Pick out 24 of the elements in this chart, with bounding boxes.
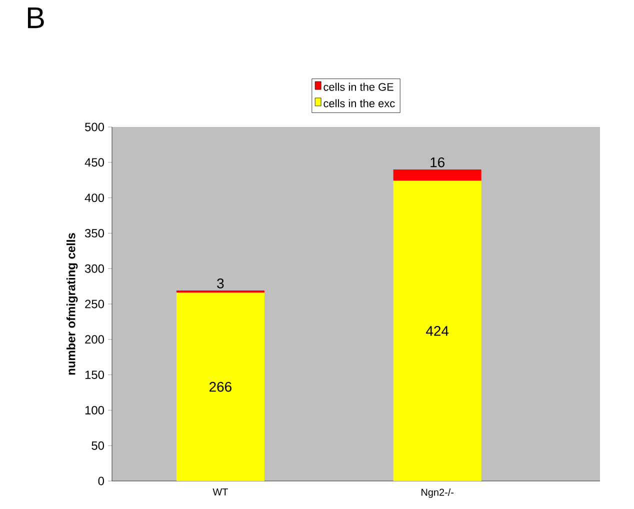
y-tick-label: 0 bbox=[98, 476, 104, 486]
y-tick-label: 300 bbox=[84, 264, 104, 273]
y-tick-label: 100 bbox=[85, 406, 104, 414]
y-tick-label: 350 bbox=[84, 228, 104, 238]
x-tick-label: Ngn2-/- bbox=[422, 488, 454, 498]
data-label: 3 bbox=[217, 278, 224, 288]
data-label: 266 bbox=[210, 382, 232, 392]
chart-title: B bbox=[28, 8, 44, 28]
bar bbox=[176, 292, 264, 481]
y-tick-label: 50 bbox=[92, 441, 104, 450]
data-label: 16 bbox=[430, 157, 444, 168]
bar bbox=[393, 169, 482, 181]
y-tick-label: 450 bbox=[84, 158, 104, 167]
x-tick-label: WT bbox=[212, 488, 228, 496]
legend-label: cells in the GE bbox=[324, 82, 394, 91]
y-tick-label: 400 bbox=[84, 194, 104, 202]
y-tick-label: 200 bbox=[85, 335, 104, 344]
data-label: 424 bbox=[426, 326, 449, 336]
y-tick-label: 150 bbox=[85, 370, 104, 380]
y-tick-label: 250 bbox=[85, 300, 104, 308]
y-axis-title: number ofmigrating cells bbox=[66, 233, 78, 375]
legend-label: cells in the exc bbox=[324, 99, 395, 108]
bar bbox=[393, 180, 482, 481]
y-tick-label: 500 bbox=[85, 122, 104, 132]
